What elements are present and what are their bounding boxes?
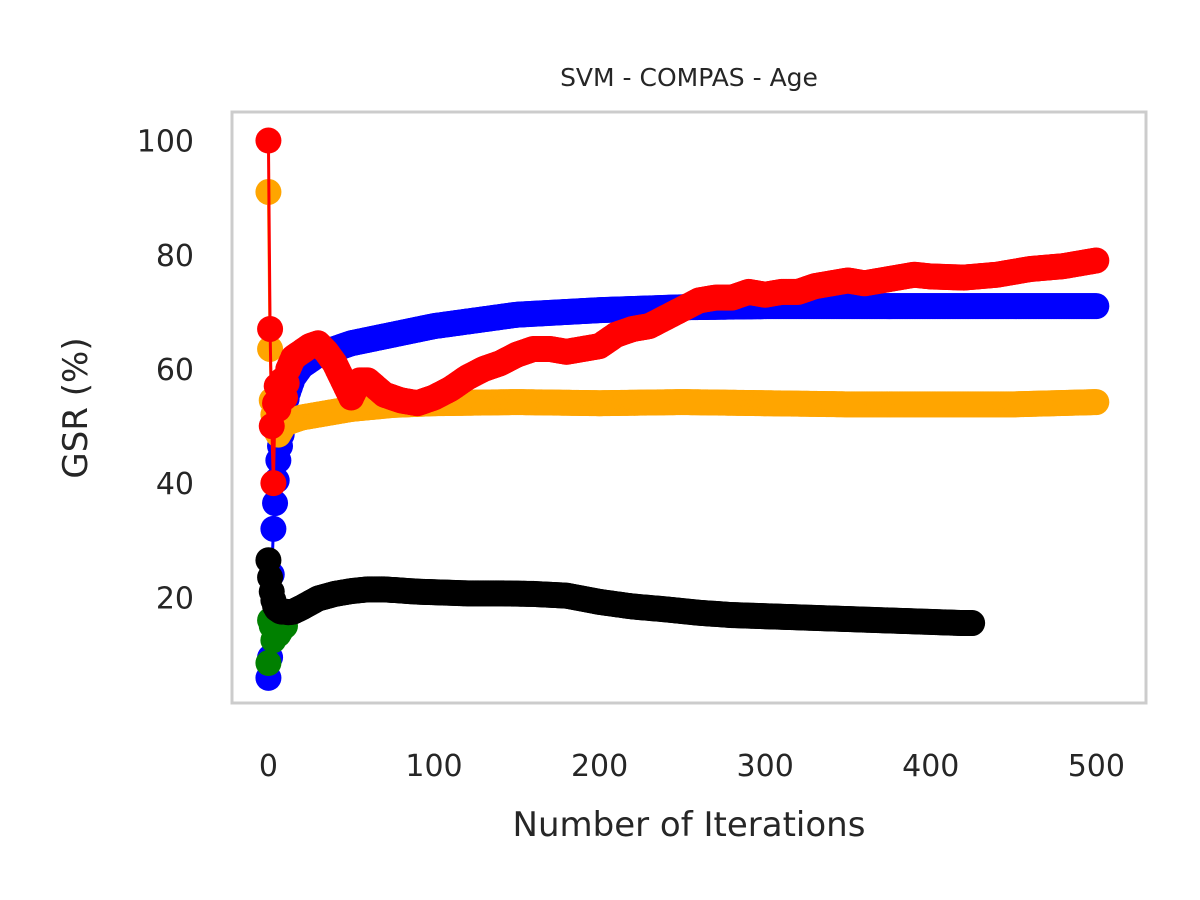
data-point [1083, 247, 1110, 274]
x-tick-label: 400 [902, 749, 959, 784]
series-4 [255, 547, 986, 637]
x-tick-label: 0 [259, 749, 278, 784]
x-axis-label: Number of Iterations [513, 805, 866, 845]
data-point [959, 610, 986, 637]
y-tick-label: 100 [137, 125, 194, 160]
series-layer [255, 127, 1110, 691]
chart-title: SVM - COMPAS - Age [560, 63, 818, 92]
x-tick-label: 200 [571, 749, 628, 784]
data-point [255, 650, 282, 677]
data-point [1083, 389, 1110, 416]
y-tick-label: 80 [156, 239, 194, 274]
x-axis-ticks: 0 100 200 300 400 500 [259, 749, 1125, 784]
y-axis-ticks: 20 40 60 80 100 [137, 125, 194, 617]
y-tick-label: 40 [156, 467, 194, 502]
y-tick-label: 60 [156, 353, 194, 388]
x-tick-label: 300 [737, 749, 794, 784]
x-tick-label: 100 [405, 749, 462, 784]
series-2 [255, 127, 1110, 497]
data-point [260, 470, 287, 497]
x-tick-label: 500 [1068, 749, 1125, 784]
data-point [255, 127, 282, 154]
y-tick-label: 20 [156, 581, 194, 616]
data-point [1083, 293, 1110, 320]
y-axis-label: GSR (%) [56, 337, 96, 478]
data-point [260, 515, 287, 542]
data-point [257, 315, 284, 342]
series-1 [255, 178, 1110, 448]
data-point [262, 490, 289, 517]
